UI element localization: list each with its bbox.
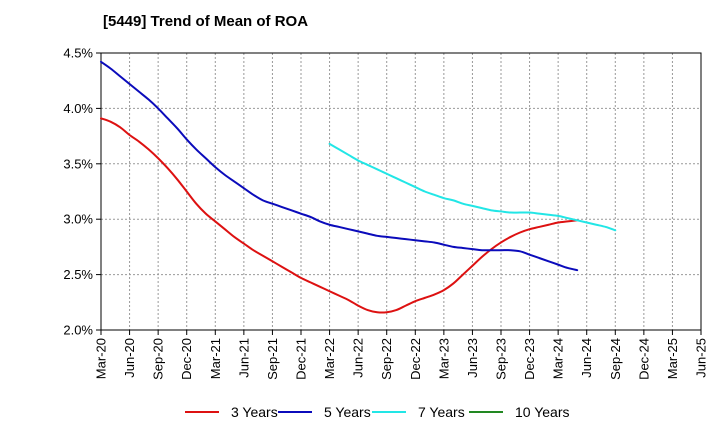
plot-area [101, 53, 701, 330]
x-tick-label: Dec-21 [294, 338, 309, 380]
x-tick-label: Dec-24 [636, 338, 651, 380]
legend-label: 7 Years [418, 404, 465, 420]
legend-swatch [469, 411, 503, 413]
x-tick-label: Mar-23 [436, 338, 451, 379]
x-tick-label: Mar-20 [94, 338, 109, 379]
legend-item-7-years: 7 Years [372, 404, 465, 420]
legend-label: 3 Years [231, 404, 278, 420]
legend-swatch [185, 411, 219, 413]
y-tick-label: 3.5% [63, 156, 93, 171]
x-tick-label: Sep-21 [265, 338, 280, 380]
x-tick-label: Sep-22 [379, 338, 394, 380]
x-tick-label: Dec-20 [179, 338, 194, 380]
x-tick-label: Jun-24 [579, 338, 594, 378]
x-tick-label: Jun-22 [351, 338, 366, 378]
y-tick-label: 2.0% [63, 323, 93, 338]
x-tick-label: Jun-21 [236, 338, 251, 378]
y-tick-label: 3.0% [63, 212, 93, 227]
legend-item-10-years: 10 Years [469, 404, 570, 420]
x-tick-label: Jun-23 [465, 338, 480, 378]
x-tick-label: Dec-22 [408, 338, 423, 380]
x-tick-label: Mar-25 [665, 338, 680, 379]
x-tick-label: Sep-24 [608, 338, 623, 380]
x-tick-label: Mar-21 [208, 338, 223, 379]
series-line-7-years [328, 142, 617, 232]
y-tick-label: 4.0% [63, 101, 93, 116]
x-tick-label: Jun-20 [122, 338, 137, 378]
legend: 3 Years 5 Years 7 Years 10 Years [0, 404, 720, 426]
x-tick-label: Mar-24 [551, 338, 566, 379]
x-tick-label: Sep-23 [494, 338, 509, 380]
legend-label: 10 Years [515, 404, 570, 420]
plot-frame [100, 52, 702, 331]
legend-swatch [278, 411, 312, 413]
legend-item-3-years: 3 Years [185, 404, 278, 420]
y-tick-label: 2.5% [63, 267, 93, 282]
x-tick-label: Jun-25 [694, 338, 709, 378]
legend-label: 5 Years [324, 404, 371, 420]
series-line-5-years [100, 60, 579, 272]
x-tick-label: Sep-20 [151, 338, 166, 380]
legend-item-5-years: 5 Years [278, 404, 371, 420]
legend-swatch [372, 411, 406, 413]
y-tick-label: 4.5% [63, 46, 93, 61]
x-tick-label: Mar-22 [322, 338, 337, 379]
chart-title: [5449] Trend of Mean of ROA [103, 13, 309, 30]
x-tick-label: Dec-23 [522, 338, 537, 380]
series-line-3-years [100, 117, 579, 314]
